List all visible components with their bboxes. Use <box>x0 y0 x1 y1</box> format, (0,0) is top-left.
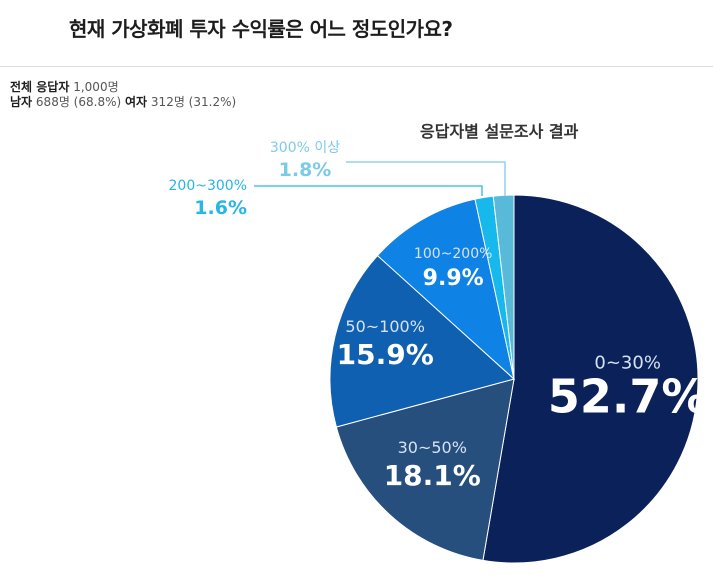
slice-value-label: 1.6% <box>194 197 247 219</box>
respondent-total-line: 전체 응답자 1,000명 <box>10 80 236 95</box>
leader-line-300pct <box>346 161 506 196</box>
female-label: 여자 <box>125 95 148 109</box>
respondent-summary: 전체 응답자 1,000명 남자 688명 (68.8%) 여자 312명 (3… <box>10 80 236 110</box>
header-divider <box>0 66 713 67</box>
male-label: 남자 <box>10 95 33 109</box>
pie-slice-300pct <box>492 194 515 380</box>
pie-slice-100-200pct <box>376 198 515 381</box>
slice-label-200-300pct: 200~300% 1.6% <box>169 178 247 219</box>
slice-value-label: 18.1% <box>384 459 481 492</box>
slice-value-label: 9.9% <box>423 266 484 291</box>
slice-category-label: 200~300% <box>169 178 247 194</box>
slice-value-label: 1.8% <box>279 159 332 181</box>
slice-label-300pct: 300% 이상 1.8% <box>270 140 340 181</box>
slice-label-0-30pct: 0~30%52.7% <box>548 353 708 424</box>
pie-slice-0-30pct <box>482 194 699 564</box>
male-value: 688명 (68.8%) <box>35 95 122 109</box>
slice-category-label: 30~50% <box>398 438 467 457</box>
slice-label-50-100pct: 50~100% 15.9% <box>337 317 434 371</box>
slice-category-label: 50~100% <box>345 317 425 336</box>
chart-headline: 현재 가상화폐 투자 수익률은 어느 정도인가요? <box>69 17 453 41</box>
slice-category-label: 300% 이상 <box>270 140 340 156</box>
slice-category-label: 0~30% <box>594 353 661 374</box>
slice-label-100-200pct: 100~200% 9.9% <box>414 246 492 291</box>
slice-value-label: 52.7% <box>548 370 708 424</box>
total-label: 전체 응답자 <box>10 80 70 94</box>
pie-slice-30-50pct <box>335 378 515 561</box>
slice-value-label: 15.9% <box>337 338 434 371</box>
slice-label-30-50pct: 30~50% 18.1% <box>384 438 481 492</box>
pie-slice-50-100pct <box>329 254 516 428</box>
female-value: 312명 (31.2%) <box>150 95 237 109</box>
chart-title: 응답자별 설문조사 결과 <box>420 122 579 141</box>
total-value: 1,000명 <box>73 80 119 94</box>
slice-category-label: 100~200% <box>414 246 492 262</box>
leader-line-200-300pct <box>254 185 483 196</box>
respondent-gender-line: 남자 688명 (68.8%) 여자 312명 (31.2%) <box>10 95 236 110</box>
